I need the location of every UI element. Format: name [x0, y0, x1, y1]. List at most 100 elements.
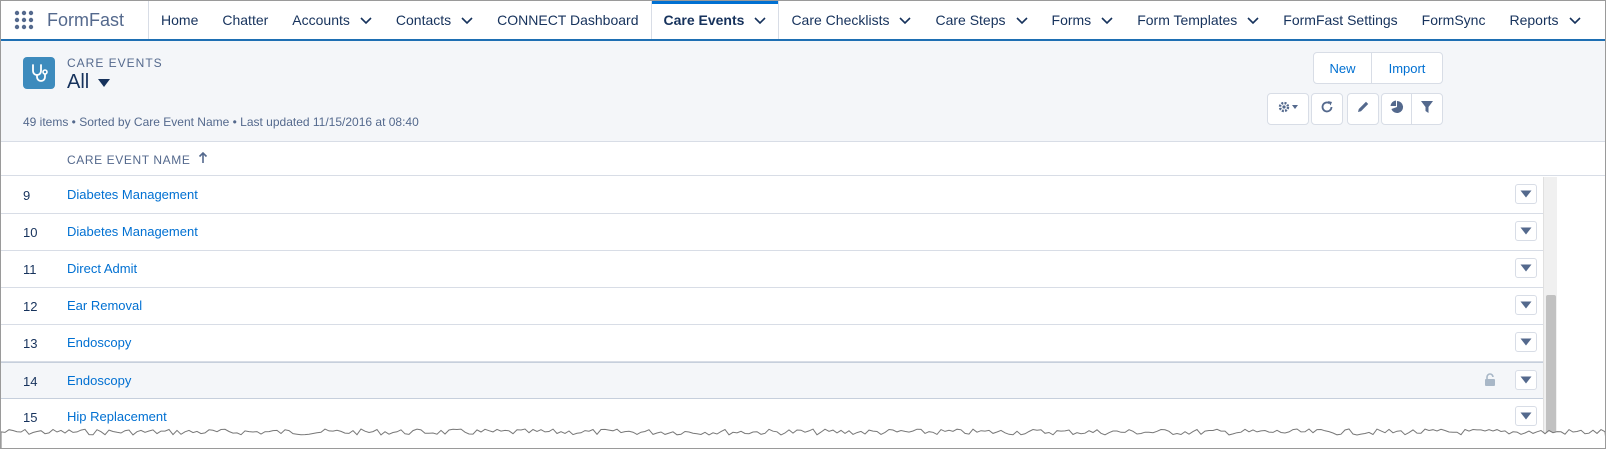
- caret-down-icon: [1520, 371, 1532, 389]
- nav-tab-label: Chatter: [222, 12, 269, 28]
- nav-tab-label: Care Checklists: [791, 12, 890, 28]
- list-view-header: CARE EVENTS All 49 items • Sorted by Car…: [1, 41, 1605, 142]
- sort-ascending-icon: [198, 151, 208, 167]
- row-actions-menu[interactable]: [1515, 184, 1537, 204]
- table-row[interactable]: 9 Diabetes Management: [1, 177, 1543, 214]
- nav-tab-label: Care Events: [663, 12, 745, 28]
- table-header: CARE EVENT NAME: [1, 143, 1605, 176]
- nav-tab-label: Contacts: [395, 12, 452, 28]
- row-number: 14: [23, 374, 38, 389]
- row-number: 15: [23, 410, 38, 425]
- torn-edge: [1, 428, 1605, 448]
- nav-tab-accounts[interactable]: Accounts: [280, 1, 384, 39]
- table-body: 9 Diabetes Management 10 Diabetes Managemen…: [1, 177, 1543, 448]
- care-event-name-link[interactable]: Diabetes Management: [67, 224, 198, 239]
- nav-tab-label: FormFast Settings: [1283, 12, 1398, 28]
- import-button[interactable]: Import: [1388, 60, 1426, 76]
- caret-down-icon: [1520, 296, 1532, 314]
- care-event-name-link[interactable]: Ear Removal: [67, 298, 143, 313]
- nav-tab-connect-dashboard[interactable]: CONNECT Dashboard: [485, 1, 650, 39]
- row-actions-menu[interactable]: [1515, 295, 1537, 315]
- view-name: All: [67, 71, 90, 93]
- caret-down-icon: [1520, 259, 1532, 277]
- care-event-name-link[interactable]: Direct Admit: [67, 261, 138, 276]
- refresh-button[interactable]: [1311, 93, 1343, 125]
- row-number: 13: [23, 336, 38, 351]
- care-event-name-link[interactable]: Endoscopy: [67, 373, 132, 388]
- caret-down-icon: [1520, 407, 1532, 425]
- charts-button[interactable]: [1382, 94, 1413, 124]
- filter-icon: [1420, 100, 1434, 119]
- table-row[interactable]: 14 Endoscopy: [1, 362, 1543, 399]
- row-actions-menu[interactable]: [1515, 370, 1537, 390]
- nav-tab-forms[interactable]: Forms: [1040, 1, 1126, 39]
- chart-filter-group: [1381, 93, 1443, 125]
- nav-tab-label: Home: [161, 12, 199, 28]
- stethoscope-icon: [23, 57, 55, 89]
- nav-tab-care-events[interactable]: Care Events: [650, 1, 780, 39]
- scrollbar-thumb[interactable]: [1546, 295, 1556, 448]
- nav-tab-label: Form Templates: [1137, 12, 1238, 28]
- chevron-down-icon[interactable]: [461, 12, 473, 28]
- row-number: 11: [23, 262, 37, 277]
- gear-icon: [1277, 100, 1299, 119]
- nav-tab-label: CONNECT Dashboard: [497, 12, 639, 28]
- nav-tab-care-checklists[interactable]: Care Checklists: [779, 1, 923, 39]
- nav-tab-care-steps[interactable]: Care Steps: [923, 1, 1039, 39]
- lock-icon: [1484, 373, 1496, 392]
- top-nav: FormFast Home Chatter Accounts Contacts CONN…: [1, 1, 1605, 41]
- nav-tab-form-templates[interactable]: Form Templates: [1125, 1, 1271, 39]
- chevron-down-icon[interactable]: [1568, 12, 1581, 28]
- list-settings-button[interactable]: [1267, 93, 1309, 125]
- list-view-selector[interactable]: All: [67, 71, 111, 94]
- app-name: FormFast: [47, 1, 150, 39]
- row-actions-menu[interactable]: [1515, 332, 1537, 352]
- nav-tab-contacts[interactable]: Contacts: [384, 1, 485, 39]
- pie-chart-icon: [1390, 100, 1404, 119]
- table-row[interactable]: 11 Direct Admit: [1, 251, 1543, 288]
- right-gutter: [1557, 177, 1605, 448]
- row-actions-menu[interactable]: [1515, 258, 1537, 278]
- row-number: 10: [23, 225, 38, 240]
- care-event-name-link[interactable]: Hip Replacement: [67, 409, 167, 424]
- nav-tab-reports[interactable]: Reports: [1497, 1, 1592, 39]
- column-header-care-event-name[interactable]: CARE EVENT NAME: [67, 151, 208, 167]
- nav-tabs: Home Chatter Accounts Contacts CONNECT Dashb…: [149, 1, 1592, 39]
- nav-tab-label: FormSync: [1421, 12, 1486, 28]
- nav-tab-chatter[interactable]: Chatter: [210, 1, 280, 39]
- pencil-icon: [1356, 100, 1370, 119]
- inline-edit-button[interactable]: [1347, 93, 1379, 125]
- caret-down-icon: [1520, 333, 1532, 351]
- chevron-down-icon[interactable]: [360, 12, 372, 28]
- app-launcher-icon[interactable]: [1, 1, 47, 39]
- table-row[interactable]: 13 Endoscopy: [1, 325, 1543, 362]
- chevron-down-icon[interactable]: [899, 12, 912, 28]
- chevron-down-icon[interactable]: [1015, 12, 1028, 28]
- table-row[interactable]: 12 Ear Removal: [1, 288, 1543, 325]
- filter-button[interactable]: [1412, 94, 1442, 124]
- list-meta: 49 items • Sorted by Care Event Name • L…: [23, 115, 419, 129]
- care-event-name-link[interactable]: Diabetes Management: [67, 187, 198, 202]
- row-actions-menu[interactable]: [1515, 221, 1537, 241]
- caret-down-icon: [97, 71, 111, 94]
- nav-tab-label: Care Steps: [935, 12, 1006, 28]
- nav-tab-home[interactable]: Home: [149, 1, 210, 39]
- nav-tab-formsync[interactable]: FormSync: [1410, 1, 1498, 39]
- row-actions-menu[interactable]: [1515, 406, 1537, 426]
- nav-tab-formfast-settings[interactable]: FormFast Settings: [1271, 1, 1409, 39]
- object-label: CARE EVENTS: [67, 56, 163, 70]
- refresh-icon: [1320, 100, 1334, 119]
- table-row[interactable]: 15 Hip Replacement: [1, 399, 1543, 436]
- chevron-down-icon[interactable]: [1101, 12, 1113, 28]
- new-button[interactable]: New: [1314, 53, 1372, 83]
- care-event-name-link[interactable]: Endoscopy: [67, 335, 132, 350]
- nav-tab-label: Forms: [1051, 12, 1092, 28]
- caret-down-icon: [1520, 185, 1532, 203]
- table-row[interactable]: 10 Diabetes Management: [1, 214, 1543, 251]
- column-header-label: CARE EVENT NAME: [67, 152, 191, 167]
- row-number: 9: [23, 188, 31, 203]
- chevron-down-icon[interactable]: [754, 12, 767, 28]
- vertical-scrollbar[interactable]: [1543, 177, 1557, 448]
- chevron-down-icon[interactable]: [1247, 12, 1259, 28]
